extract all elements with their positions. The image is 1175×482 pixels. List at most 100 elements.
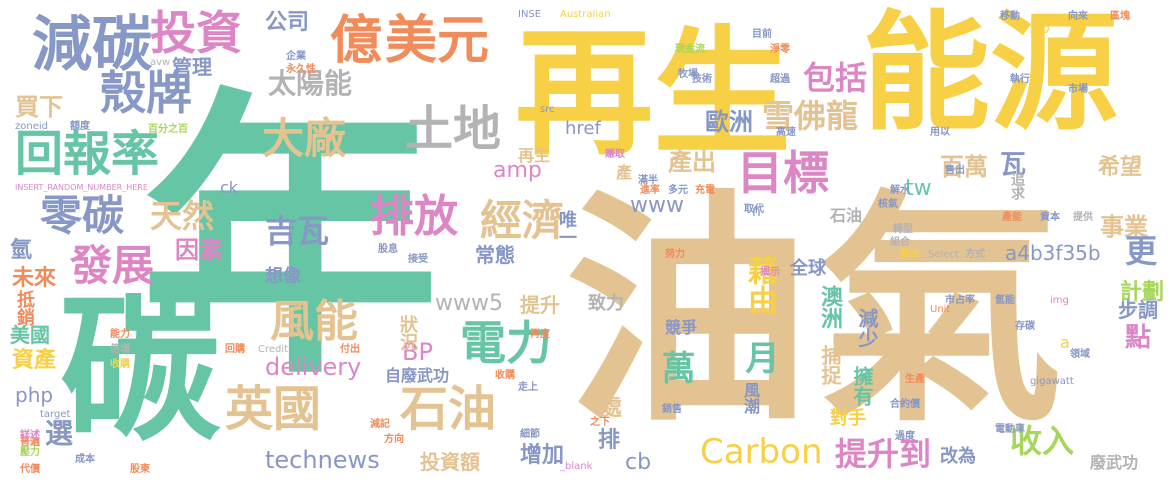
word-inse: INSE <box>518 9 542 20</box>
word-chang-tai: 常態 <box>475 243 515 267</box>
word-href: href <box>565 118 601 139</box>
word-a: a <box>1060 333 1070 352</box>
word-gigawatt: gigawatt <box>1030 376 1074 387</box>
word-pai: 排 <box>598 428 621 453</box>
word-fei-wu-gong: 廢武功 <box>1090 453 1139 472</box>
word-jian-tan: 減碳 <box>32 10 152 80</box>
word-wan: 萬 <box>655 350 695 384</box>
word-cb: cb <box>625 450 652 475</box>
word-chan: 產 <box>616 163 633 182</box>
word-xiao-shou: 銷售 <box>662 404 682 415</box>
word-wa: 瓦 <box>1000 150 1027 180</box>
word-blank: _blank <box>560 461 593 472</box>
word-zhi-xing: 執行 <box>1010 74 1030 85</box>
word-yue: 月 <box>739 340 779 374</box>
word-gai-wei: 改為 <box>940 446 976 467</box>
word-yi-dong: 移動 <box>1000 11 1020 22</box>
word-nian: 年 <box>140 65 440 414</box>
word-ji-shu: 技術 <box>692 74 712 85</box>
word-zi-du: 額度 <box>70 121 90 132</box>
word-gao-xiao: 股東 <box>130 464 150 475</box>
word-zi-chan: 資產 <box>12 348 57 373</box>
word-qing-qi-s: 氫能 <box>995 295 1015 306</box>
word-zhi-du: 代價 <box>20 464 40 475</box>
word-gu-xi: 股息 <box>378 244 398 255</box>
word-ying-guo: 英國 <box>225 381 322 437</box>
word-yi: 億 <box>330 11 383 71</box>
word-chao-yue: 超過 <box>770 74 790 85</box>
word-bao-kuo: 包括 <box>803 59 868 97</box>
word-guo-du: 過度 <box>895 431 915 442</box>
word-zai-sheng: 再生 <box>515 13 792 174</box>
word-gao-chu: 售出 <box>945 165 965 176</box>
word-amp: amp <box>493 158 542 183</box>
word-jie-shou: 接受 <box>408 254 428 265</box>
word-tu-di: 土地 <box>405 101 502 157</box>
word-qu-dai: 取代 <box>744 204 764 215</box>
word-technews: technews <box>265 446 380 474</box>
word-duo-yuan: 多元 <box>668 185 688 196</box>
word-zuan-qu: 賺取 <box>605 149 625 160</box>
word-xue-fo-long: 雪佛龍 <box>762 97 859 135</box>
word-nu-li: 努力 <box>665 249 685 260</box>
word-he-yue-jia: 合約價 <box>890 399 920 410</box>
word-zai-sheng-s: 再生 <box>518 146 551 165</box>
word-jing-zheng: 競爭 <box>665 318 698 337</box>
word-unit: Unit <box>930 304 951 315</box>
word-shi-you: 石油 <box>400 381 497 437</box>
word-xuan: 選 <box>45 417 74 450</box>
word-ling-tan: 零碳 <box>40 191 125 240</box>
word-ji-wa: 吉瓦 <box>265 212 330 250</box>
word-chong-dian: 充電 <box>695 185 715 196</box>
word-chan-neng: 產能 <box>1002 212 1022 223</box>
word-shi-ben-lu: 市占率 <box>945 295 975 306</box>
word-geng: 更 <box>1125 232 1158 270</box>
word-jing-ji: 經濟 <box>480 196 565 245</box>
word-dian-dong-che: 電動車 <box>995 424 1025 435</box>
word-bu-diao: 步調 <box>1118 298 1158 322</box>
word-feng-chao: 風潮 <box>741 382 760 414</box>
word-yong-yi: 用以 <box>930 127 950 138</box>
word-jiu-gai: 企業 <box>286 51 306 62</box>
word-zhi-xia: 之下 <box>590 417 610 428</box>
word-you-qi: 油氣 <box>565 170 1071 455</box>
word-man-ban: 滿半 <box>638 175 658 186</box>
word-shou-shi: 收購 <box>110 359 130 370</box>
word-zu-he: 組合 <box>890 237 910 248</box>
word-wei-lai-s: 現金流 <box>675 44 705 55</box>
word-jie-shui: 解水 <box>890 185 910 196</box>
word-jing-zhi: 淨零 <box>770 44 790 55</box>
word-www5: www5 <box>435 291 503 316</box>
word-ji-hua: 計劃 <box>1120 280 1165 305</box>
word-mei-yuan: 美元 <box>385 11 490 71</box>
word-img: img <box>1050 295 1069 306</box>
word-ke-pai: 殼牌 <box>100 66 192 120</box>
word-xiang-lai: 向來 <box>1068 11 1088 22</box>
word-ou-zhou: 歐洲 <box>705 108 753 136</box>
word-shou-ru: 收入 <box>1010 422 1075 460</box>
word-bei-zeng: 倍增 <box>110 344 130 355</box>
word-xi-wang: 希望 <box>1098 155 1143 180</box>
word-feng-neng: 風能 <box>270 296 358 347</box>
word-select: Select <box>928 249 959 260</box>
word-guan-li: 管理 <box>172 55 212 79</box>
word-delivery: delivery <box>265 353 362 381</box>
word-zheng-he: 整合 <box>900 249 920 260</box>
word-shi-you-s: 石油 <box>830 206 863 225</box>
word-shou-gou: 收購 <box>495 370 515 381</box>
word-ti-sheng: 提升 <box>520 293 560 317</box>
word-qu-kuai: 區塊 <box>1110 11 1130 22</box>
word-fang-shi: 方式 <box>965 249 985 260</box>
word-pu-xian: 普遍 <box>20 437 40 448</box>
word-shi-chang: 市場 <box>1068 84 1088 95</box>
word-neng-yuan: 能源 <box>862 0 1119 148</box>
word-xiang-xiang: 想像 <box>265 266 301 287</box>
word-php: php <box>15 383 54 407</box>
word-sheng-chan: 生產 <box>905 374 925 385</box>
word-www: www <box>630 193 684 218</box>
word-jie-xian: 揭示 <box>760 267 780 278</box>
word-tw: tw <box>905 176 932 201</box>
word-bu-zhuo: 捕捉 <box>818 345 842 385</box>
word-zhuang-kuang: 狀況 <box>397 315 418 351</box>
